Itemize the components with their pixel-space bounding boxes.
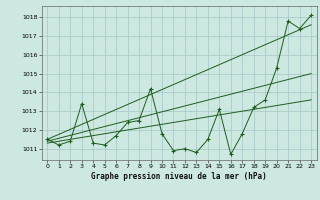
X-axis label: Graphe pression niveau de la mer (hPa): Graphe pression niveau de la mer (hPa) <box>91 172 267 181</box>
